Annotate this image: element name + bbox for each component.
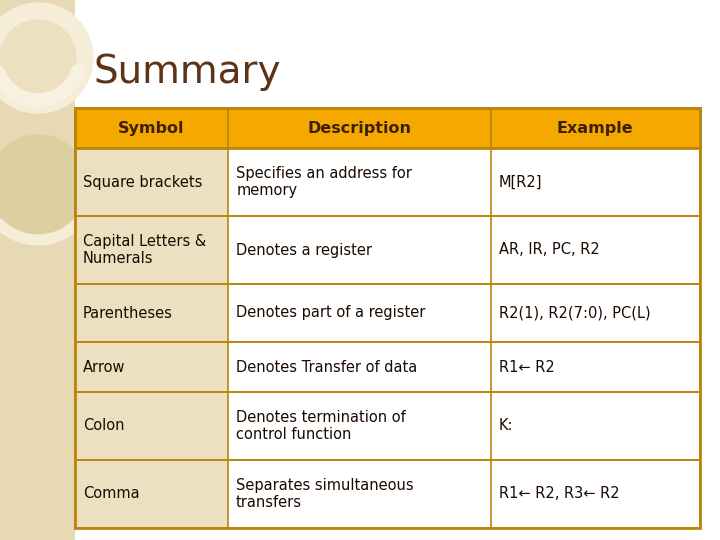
Text: Denotes Transfer of data: Denotes Transfer of data xyxy=(236,360,418,375)
Circle shape xyxy=(0,135,88,235)
Text: Colon: Colon xyxy=(83,418,125,434)
Text: Denotes a register: Denotes a register xyxy=(236,242,372,258)
Text: Symbol: Symbol xyxy=(118,120,185,136)
Text: Denotes termination of
control function: Denotes termination of control function xyxy=(236,410,406,442)
Circle shape xyxy=(0,20,76,96)
Text: Denotes part of a register: Denotes part of a register xyxy=(236,306,426,321)
Bar xyxy=(75,392,228,460)
Text: Arrow: Arrow xyxy=(83,360,125,375)
Text: K:: K: xyxy=(499,418,513,434)
Text: R2(1), R2(7:0), PC(L): R2(1), R2(7:0), PC(L) xyxy=(499,306,650,321)
Bar xyxy=(75,108,700,148)
Circle shape xyxy=(0,120,103,250)
Text: Description: Description xyxy=(307,120,411,136)
Bar xyxy=(75,284,700,342)
Text: R1← R2, R3← R2: R1← R2, R3← R2 xyxy=(499,487,619,502)
Bar xyxy=(75,108,700,528)
Text: Capital Letters &
Numerals: Capital Letters & Numerals xyxy=(83,234,206,266)
Bar xyxy=(75,216,228,284)
Bar xyxy=(75,392,700,460)
Text: Comma: Comma xyxy=(83,487,140,502)
Text: Parentheses: Parentheses xyxy=(83,306,173,321)
Bar xyxy=(0,0,75,540)
Bar xyxy=(75,284,228,342)
Text: Square brackets: Square brackets xyxy=(83,174,202,190)
Text: Example: Example xyxy=(557,120,634,136)
Bar xyxy=(75,460,228,528)
Text: M[R2]: M[R2] xyxy=(499,174,542,190)
Text: Specifies an address for
memory: Specifies an address for memory xyxy=(236,166,412,198)
Bar xyxy=(75,216,700,284)
Text: AR, IR, PC, R2: AR, IR, PC, R2 xyxy=(499,242,599,258)
Bar xyxy=(75,148,228,216)
Circle shape xyxy=(0,3,93,113)
Bar xyxy=(75,148,700,216)
Text: Separates simultaneous
transfers: Separates simultaneous transfers xyxy=(236,478,414,510)
Bar xyxy=(75,342,700,392)
Bar xyxy=(75,460,700,528)
Text: Summary: Summary xyxy=(93,53,281,91)
Bar xyxy=(75,342,228,392)
Text: R1← R2: R1← R2 xyxy=(499,360,554,375)
